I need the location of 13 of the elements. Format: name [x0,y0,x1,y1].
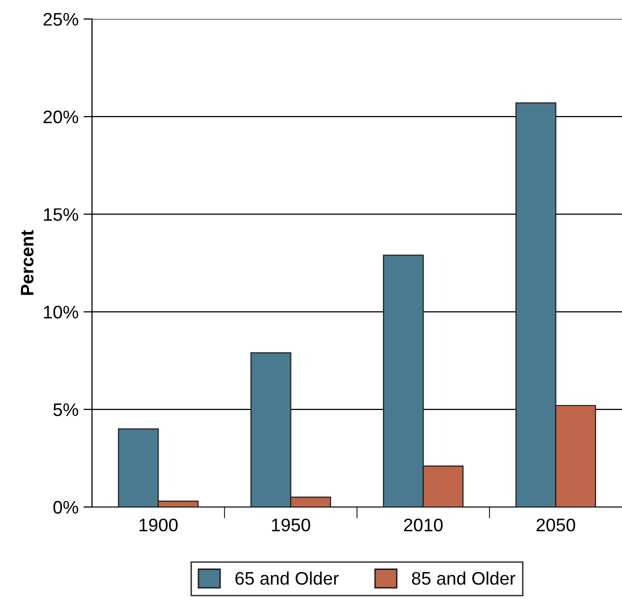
x-tick-label: 2010 [404,518,443,532]
y-tick-label: 20% [44,110,78,124]
legend-label: 85 and Older [412,572,516,585]
y-tick-label: 10% [44,306,78,319]
legend-label: 65 and Older [235,572,339,585]
x-tick-label: 1900 [140,518,178,532]
y-tick-label: 15% [44,208,78,221]
x-tick-label: 2050 [536,518,576,532]
y-tick-label: 0% [53,500,78,514]
y-tick-label: 25% [44,12,78,26]
x-tick-label: 1950 [272,518,310,532]
y-axis-title: Percent [20,230,34,295]
y-tick-label: 5% [53,403,78,416]
